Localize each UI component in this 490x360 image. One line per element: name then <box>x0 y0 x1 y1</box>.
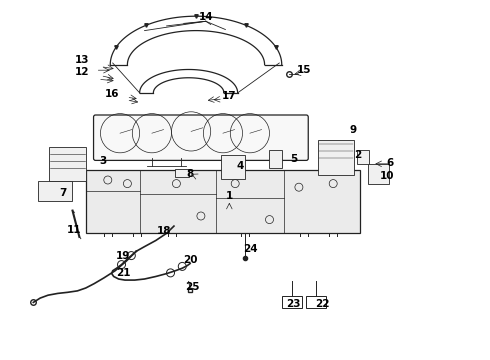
Text: 20: 20 <box>183 255 197 265</box>
Bar <box>357 150 369 164</box>
Text: 25: 25 <box>185 282 199 292</box>
Text: 14: 14 <box>198 12 213 22</box>
Text: 10: 10 <box>380 171 394 181</box>
Text: 4: 4 <box>236 161 244 171</box>
Text: 11: 11 <box>67 225 82 235</box>
Text: 18: 18 <box>157 226 172 236</box>
Bar <box>368 164 389 184</box>
Text: 3: 3 <box>99 156 106 166</box>
Bar <box>49 147 86 181</box>
Text: 6: 6 <box>386 158 393 168</box>
Text: 19: 19 <box>116 251 131 261</box>
Text: 8: 8 <box>187 168 194 179</box>
Text: 15: 15 <box>296 65 311 75</box>
Text: 5: 5 <box>291 154 297 164</box>
Text: 12: 12 <box>75 67 90 77</box>
Text: 13: 13 <box>75 55 90 66</box>
Text: 1: 1 <box>226 191 233 201</box>
Text: 16: 16 <box>104 89 119 99</box>
Bar <box>282 296 301 308</box>
Bar <box>86 170 360 233</box>
FancyBboxPatch shape <box>94 115 308 161</box>
Text: 21: 21 <box>116 268 131 278</box>
Text: 9: 9 <box>349 125 356 135</box>
Bar <box>221 155 245 179</box>
Bar <box>306 296 326 308</box>
Text: 17: 17 <box>222 91 237 102</box>
Text: 24: 24 <box>244 244 258 254</box>
Bar <box>318 140 354 175</box>
Text: 2: 2 <box>354 150 361 160</box>
Text: 7: 7 <box>59 188 67 198</box>
Bar <box>38 181 72 201</box>
Bar <box>175 169 189 177</box>
Bar <box>269 150 282 168</box>
Text: 23: 23 <box>286 299 300 309</box>
Text: 22: 22 <box>315 299 330 309</box>
